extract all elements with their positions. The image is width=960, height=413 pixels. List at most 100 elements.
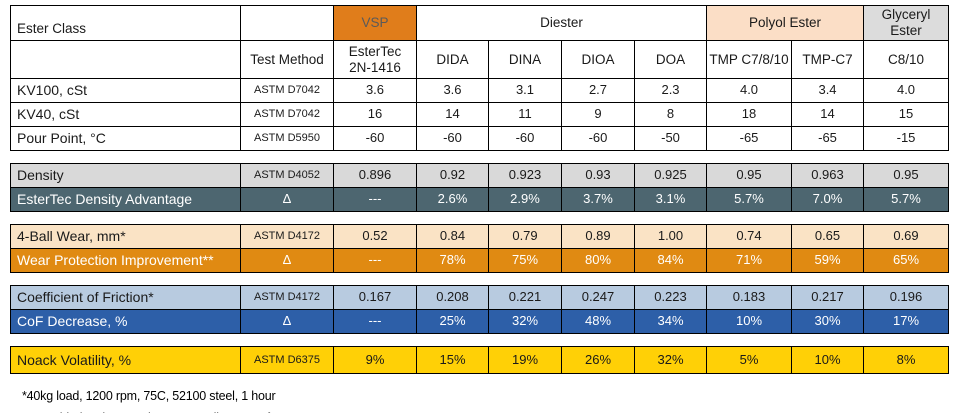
ester-class-group-row: Ester Class VSP Diester Polyol Ester Gly… (10, 5, 950, 41)
value-cell: -50 (633, 126, 708, 151)
value-cell: 0.167 (333, 285, 417, 310)
value-cell: 0.69 (863, 224, 949, 249)
row-label: KV100, cSt (10, 78, 241, 103)
value-cell: 18 (706, 102, 793, 127)
row-label: Density (10, 163, 241, 188)
value-cell: -65 (706, 126, 793, 151)
value-cell: 7.0% (791, 187, 864, 212)
value-cell: 2.6% (416, 187, 489, 212)
test-method-cell: ASTM D4172 (240, 285, 334, 310)
delta-cell: Δ (240, 248, 334, 273)
test-method-cell: ASTM D7042 (240, 102, 334, 127)
value-cell: 2.3 (633, 78, 708, 103)
value-cell: 78% (416, 248, 489, 273)
value-cell: 32% (488, 309, 562, 334)
value-cell: 10% (791, 346, 864, 374)
test-method-cell: ASTM D4052 (240, 163, 334, 188)
value-cell: 1.00 (634, 224, 707, 249)
value-cell: 65% (863, 248, 949, 273)
header-viscosity-table: Ester Class VSP Diester Polyol Ester Gly… (10, 5, 950, 151)
value-cell: 3.1 (488, 78, 562, 103)
test-method-cell: ASTM D7042 (240, 78, 334, 103)
value-cell: 30% (791, 309, 864, 334)
value-cell: 0.208 (416, 285, 489, 310)
value-cell: 0.217 (791, 285, 864, 310)
product-header: DOA (633, 40, 708, 79)
value-cell: 0.74 (706, 224, 792, 249)
product-header: DIOA (561, 40, 635, 79)
value-cell: --- (333, 248, 417, 273)
product-header: TMP-C7 (791, 40, 865, 79)
row-wear-improvement: Wear Protection Improvement** Δ --- 78% … (10, 248, 949, 273)
value-cell: 71% (706, 248, 792, 273)
value-cell: -60 (561, 126, 635, 151)
value-cell: 32% (634, 346, 707, 374)
test-method-cell: ASTM D4172 (240, 224, 334, 249)
value-cell: -15 (863, 126, 950, 151)
value-cell: 15 (863, 102, 950, 127)
value-cell: --- (333, 187, 417, 212)
row-label: Wear Protection Improvement** (10, 248, 241, 273)
blank-header-cell (240, 5, 334, 41)
value-cell: 0.79 (488, 224, 562, 249)
value-cell: 0.221 (488, 285, 562, 310)
value-cell: 4.0 (706, 78, 793, 103)
value-cell: 0.65 (791, 224, 864, 249)
density-table: Density ASTM D4052 0.896 0.92 0.923 0.93… (10, 163, 949, 212)
value-cell: 8 (633, 102, 708, 127)
value-cell: 3.6 (333, 78, 417, 103)
row-label: Noack Volatility, % (10, 346, 241, 374)
value-cell: 9 (561, 102, 635, 127)
value-cell: 25% (416, 309, 489, 334)
footnote-hertzian: **Considering the Hertzian contact diame… (22, 411, 960, 413)
row-pour-point: Pour Point, °C ASTM D5950 -60 -60 -60 -6… (10, 126, 950, 151)
group-glyceryl: Glyceryl Ester (863, 5, 950, 41)
value-cell: 11 (488, 102, 562, 127)
value-cell: 3.1% (634, 187, 707, 212)
group-polyol: Polyol Ester (706, 5, 865, 41)
footnotes: *40kg load, 1200 rpm, 75C, 52100 steel, … (22, 389, 960, 413)
value-cell: 14 (416, 102, 489, 127)
product-header: TMP C7/8/10 (706, 40, 793, 79)
row-label: EsterTec Density Advantage (10, 187, 241, 212)
value-cell: 4.0 (863, 78, 950, 103)
value-cell: 19% (488, 346, 562, 374)
row-label: CoF Decrease, % (10, 309, 241, 334)
value-cell: 34% (634, 309, 707, 334)
value-cell: 0.223 (634, 285, 707, 310)
row-label: Pour Point, °C (10, 126, 241, 151)
value-cell: --- (333, 309, 417, 334)
ester-class-header: Ester Class (10, 5, 241, 41)
value-cell: 26% (561, 346, 635, 374)
row-density-advantage: EsterTec Density Advantage Δ --- 2.6% 2.… (10, 187, 949, 212)
value-cell: -60 (416, 126, 489, 151)
row-kv100: KV100, cSt ASTM D7042 3.6 3.6 3.1 2.7 2.… (10, 78, 950, 103)
value-cell: 75% (488, 248, 562, 273)
value-cell: 10% (706, 309, 792, 334)
value-cell: -60 (333, 126, 417, 151)
row-kv40: KV40, cSt ASTM D7042 16 14 11 9 8 18 14 … (10, 102, 950, 127)
row-noack: Noack Volatility, % ASTM D6375 9% 15% 19… (10, 346, 949, 374)
test-method-cell: ASTM D6375 (240, 346, 334, 374)
row-label: Coefficient of Friction* (10, 285, 241, 310)
product-header: DINA (488, 40, 562, 79)
cof-table: Coefficient of Friction* ASTM D4172 0.16… (10, 285, 949, 334)
value-cell: 17% (863, 309, 949, 334)
row-label: 4-Ball Wear, mm* (10, 224, 241, 249)
wear-table: 4-Ball Wear, mm* ASTM D4172 0.52 0.84 0.… (10, 224, 949, 273)
value-cell: 48% (561, 309, 635, 334)
value-cell: 9% (333, 346, 417, 374)
row-ball-wear: 4-Ball Wear, mm* ASTM D4172 0.52 0.84 0.… (10, 224, 949, 249)
value-cell: 8% (863, 346, 949, 374)
row-cof: Coefficient of Friction* ASTM D4172 0.16… (10, 285, 949, 310)
value-cell: 0.196 (863, 285, 949, 310)
value-cell: -60 (488, 126, 562, 151)
value-cell: 14 (791, 102, 865, 127)
value-cell: 0.89 (561, 224, 635, 249)
value-cell: 3.4 (791, 78, 865, 103)
value-cell: 5% (706, 346, 792, 374)
group-vsp: VSP (333, 5, 417, 41)
value-cell: 0.247 (561, 285, 635, 310)
value-cell: 2.7 (561, 78, 635, 103)
